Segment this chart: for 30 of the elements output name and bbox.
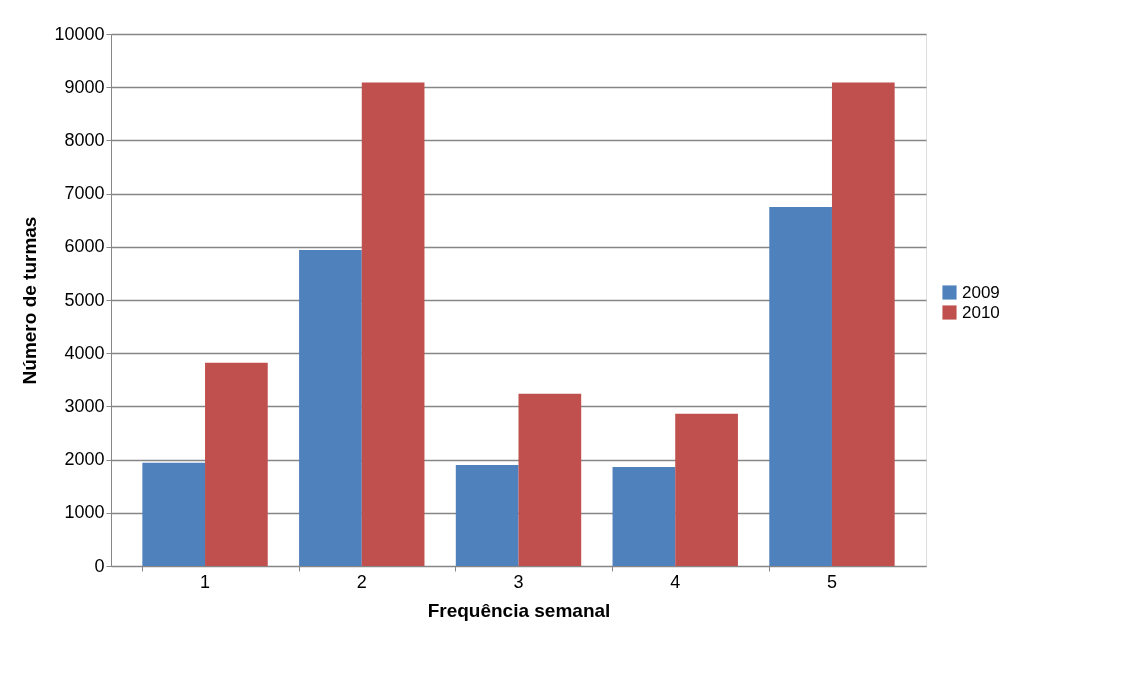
y-tick-label: 5000 <box>64 289 105 310</box>
legend-label: 2010 <box>962 302 1000 322</box>
y-tick-label: 7000 <box>64 183 105 204</box>
y-tick-label: 8000 <box>64 129 105 150</box>
bar <box>299 249 362 566</box>
x-tick-label: 3 <box>513 571 524 592</box>
y-tick-label: 10000 <box>54 23 105 44</box>
y-axis-title: Número de turmas <box>19 216 41 385</box>
bar <box>612 467 676 566</box>
y-tick-label: 3000 <box>64 395 105 416</box>
legend-label: 2009 <box>962 282 1000 302</box>
x-tick-label: 1 <box>200 571 211 592</box>
bar <box>518 393 582 566</box>
x-tick-label: 4 <box>670 571 681 592</box>
bar <box>205 362 268 566</box>
bar <box>142 462 206 566</box>
bar <box>831 82 895 566</box>
y-tick-label: 6000 <box>64 236 105 257</box>
bar <box>769 206 832 566</box>
y-tick-label: 9000 <box>64 76 105 97</box>
y-tick-label: 4000 <box>64 342 105 363</box>
y-tick-label: 0 <box>94 555 105 576</box>
x-axis-title: Frequência semanal <box>427 599 611 621</box>
x-tick-label: 5 <box>826 571 837 592</box>
y-tick-label: 1000 <box>64 502 105 523</box>
bar <box>361 82 425 566</box>
bar <box>675 413 738 566</box>
x-tick-label: 2 <box>356 571 367 592</box>
y-tick-label: 2000 <box>64 449 105 470</box>
bar <box>455 464 519 566</box>
